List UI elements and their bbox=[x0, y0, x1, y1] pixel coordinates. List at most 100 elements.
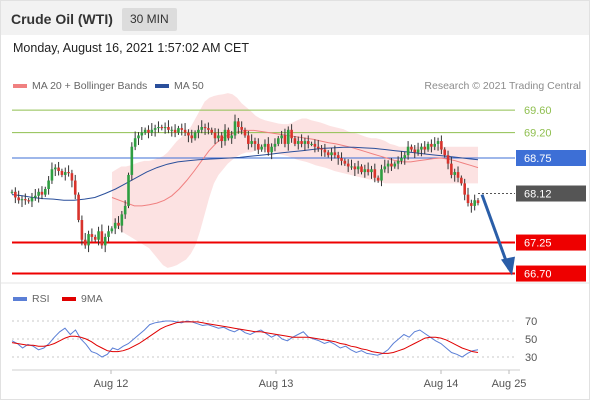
candle-body bbox=[127, 174, 130, 206]
legend-item-rsi: RSI bbox=[13, 293, 50, 305]
candle-body bbox=[450, 163, 453, 175]
candle-body bbox=[350, 166, 353, 168]
candle-body bbox=[207, 128, 210, 130]
candle-body bbox=[390, 163, 393, 167]
candle-body bbox=[336, 155, 340, 158]
candle-body bbox=[383, 166, 387, 170]
candle-body bbox=[393, 163, 397, 167]
rsi-tick-label: 30 bbox=[525, 352, 537, 364]
candle-body bbox=[47, 180, 50, 189]
candle-body bbox=[406, 146, 410, 156]
candle-body bbox=[333, 152, 337, 156]
ma50-line bbox=[11, 146, 479, 201]
candle-body bbox=[170, 129, 174, 131]
candle-body bbox=[433, 143, 437, 147]
x-tick-label: Aug 12 bbox=[94, 378, 129, 390]
candle-body bbox=[473, 200, 476, 206]
candle-body bbox=[147, 129, 150, 133]
candle-body bbox=[160, 127, 164, 129]
candle-body bbox=[93, 236, 97, 240]
candle-body bbox=[267, 143, 270, 153]
rsi-9ma-line bbox=[11, 321, 479, 354]
candle-body bbox=[10, 191, 14, 193]
candle-body bbox=[143, 129, 147, 133]
candle-body bbox=[460, 177, 463, 184]
candle-body bbox=[440, 141, 443, 150]
candle-body bbox=[90, 234, 94, 237]
candle-body bbox=[310, 143, 313, 145]
candle-body bbox=[20, 199, 24, 201]
candle-body bbox=[237, 121, 240, 127]
level-label: 69.60 bbox=[524, 105, 552, 117]
level-label-box bbox=[516, 265, 586, 282]
candle-body bbox=[77, 194, 80, 220]
candle-body bbox=[403, 155, 407, 158]
legend-label: MA 50 bbox=[174, 80, 204, 92]
candle-body bbox=[193, 132, 197, 139]
candle-body bbox=[83, 239, 87, 246]
candle-body bbox=[220, 135, 223, 142]
header-bar: Crude Oil (WTI) 30 MIN bbox=[1, 1, 589, 35]
candle-body bbox=[133, 138, 137, 147]
timestamp: Monday, August 16, 2021 1:57:02 AM CET bbox=[13, 41, 250, 55]
candle-body bbox=[273, 143, 277, 147]
candle-body bbox=[346, 163, 350, 167]
instrument-title: Crude Oil (WTI) bbox=[11, 11, 113, 27]
candle-body bbox=[177, 128, 180, 133]
candle-body bbox=[217, 135, 220, 139]
candle-body bbox=[110, 228, 114, 232]
legend-swatch bbox=[62, 297, 76, 302]
level-label-box bbox=[516, 185, 586, 202]
level-label: 66.70 bbox=[524, 269, 552, 281]
candle-body bbox=[60, 170, 64, 175]
candle-body bbox=[150, 129, 154, 133]
candle-body bbox=[57, 167, 60, 171]
legend-item-ma20: MA 20 + Bollinger Bands bbox=[13, 80, 147, 92]
legend-swatch bbox=[13, 84, 27, 89]
candle-body bbox=[263, 143, 267, 147]
candle-body bbox=[280, 135, 283, 139]
candle-body bbox=[43, 189, 47, 195]
rsi-tick-label: 50 bbox=[525, 334, 537, 346]
candle-body bbox=[187, 132, 190, 136]
candle-body bbox=[227, 129, 230, 139]
candle-body bbox=[27, 200, 30, 202]
candle-body bbox=[120, 214, 124, 226]
x-tick-label: Aug 25 bbox=[492, 378, 527, 390]
legend-label: RSI bbox=[32, 293, 50, 305]
candle-body bbox=[373, 169, 377, 178]
candle-body bbox=[250, 141, 253, 144]
candle-body bbox=[180, 128, 184, 130]
candle-body bbox=[300, 141, 303, 144]
candle-body bbox=[463, 183, 466, 195]
candle-body bbox=[306, 141, 310, 144]
level-label: 68.75 bbox=[524, 153, 552, 165]
candle-body bbox=[17, 197, 20, 201]
candle-body bbox=[140, 132, 144, 136]
candle-body bbox=[400, 158, 403, 161]
candle-body bbox=[100, 231, 104, 246]
candle-body bbox=[276, 138, 280, 144]
candle-body bbox=[313, 143, 317, 147]
legend-label: 9MA bbox=[81, 293, 103, 305]
candle-body bbox=[37, 191, 40, 196]
candle-body bbox=[203, 127, 207, 129]
candle-body bbox=[247, 135, 250, 144]
interval-badge[interactable]: 30 MIN bbox=[122, 8, 177, 31]
candle-body bbox=[233, 121, 237, 136]
candle-body bbox=[353, 166, 357, 170]
candle-body bbox=[370, 169, 373, 173]
candle-body bbox=[153, 128, 157, 130]
legend-swatch bbox=[155, 84, 169, 89]
candle-body bbox=[167, 127, 170, 130]
candle-body bbox=[356, 166, 360, 170]
candle-body bbox=[420, 146, 423, 150]
candle-body bbox=[386, 163, 390, 167]
rsi-line bbox=[11, 320, 479, 358]
candle-body bbox=[213, 132, 217, 139]
candle-body bbox=[240, 127, 243, 130]
candle-body bbox=[326, 152, 330, 156]
x-tick-label: Aug 13 bbox=[259, 378, 294, 390]
candle-body bbox=[80, 220, 84, 240]
candle-body bbox=[73, 180, 77, 195]
